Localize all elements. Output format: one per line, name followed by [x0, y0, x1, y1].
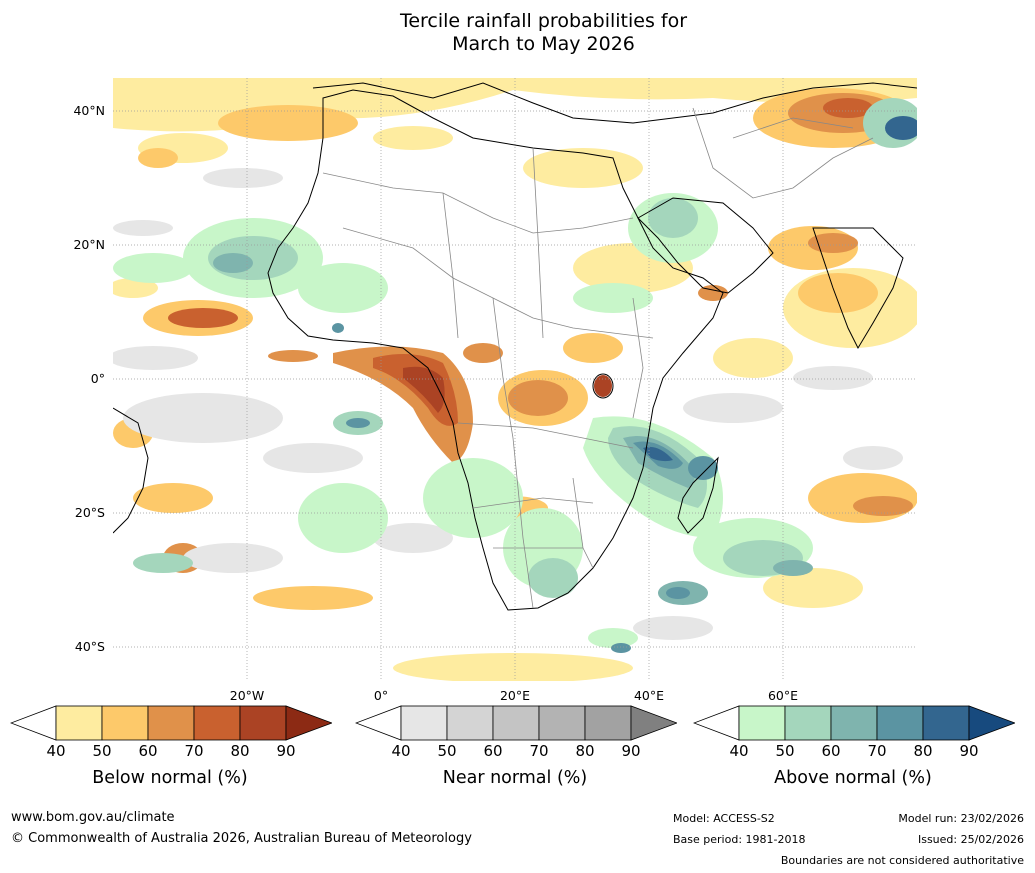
colorbar-tick-label: 70: [867, 742, 887, 760]
colorbar-label-below: Below normal (%): [92, 768, 248, 788]
lat-label-20s: 20°S: [74, 505, 105, 520]
colorbar-near-normal: [355, 705, 677, 741]
colorbar-swatch: [55, 705, 103, 741]
footer-issued: Issued: 25/02/2026: [917, 833, 1024, 846]
footer-model-run: Model run: 23/02/2026: [898, 812, 1024, 825]
colorbar-swatch: [584, 705, 632, 741]
map-title: Tercile rainfall probabilities for March…: [0, 10, 1035, 56]
footer-base-period: Base period: 1981-2018: [673, 833, 806, 846]
colorbar-tick-label: 90: [959, 742, 979, 760]
colorbar-tick-label: 60: [483, 742, 503, 760]
footer-model: Model: ACCESS-S2: [673, 812, 775, 825]
colorbar-swatch: [400, 705, 448, 741]
lat-label-40n: 40°N: [73, 103, 105, 118]
colorbar-tick-label: 80: [230, 742, 250, 760]
colorbar-swatch: [738, 705, 786, 741]
colorbar-tick-label: 60: [138, 742, 158, 760]
colorbar-tick-label: 50: [437, 742, 457, 760]
colorbar-swatch: [239, 705, 287, 741]
colorbar-swatch: [830, 705, 878, 741]
title-line-2: March to May 2026: [452, 33, 635, 55]
colorbar-label-near: Near normal (%): [442, 768, 588, 788]
colorbar-extend-high: [630, 705, 677, 741]
colorbar-extend-high: [968, 705, 1015, 741]
colorbar-tick-label: 50: [775, 742, 795, 760]
country-borders: [322, 107, 874, 609]
gridlines: [113, 78, 917, 681]
lat-label-40s: 40°S: [74, 639, 105, 654]
colorbar-tick-label: 60: [821, 742, 841, 760]
colorbar-tick-label: 50: [92, 742, 112, 760]
colorbar-below-normal: [10, 705, 332, 741]
colorbar-swatch: [101, 705, 149, 741]
colorbar-tick-label: 40: [729, 742, 749, 760]
title-line-1: Tercile rainfall probabilities for: [399, 10, 688, 32]
probability-map: [113, 78, 917, 681]
lon-label-20w: 20°W: [229, 688, 265, 703]
colorbar-extend-low: [693, 705, 740, 741]
footer-copyright: © Commonwealth of Australia 2026, Austra…: [11, 831, 472, 846]
colorbar-label-above: Above normal (%): [774, 768, 932, 788]
colorbar-tick-label: 70: [529, 742, 549, 760]
colorbar-swatch: [147, 705, 195, 741]
lon-label-60e: 60°E: [767, 688, 799, 703]
footer-website[interactable]: www.bom.gov.au/climate: [11, 810, 175, 825]
above-normal-areas: [113, 98, 917, 653]
colorbar-swatch: [922, 705, 970, 741]
coastlines: [113, 82, 917, 611]
colorbar-tick-label: 70: [184, 742, 204, 760]
map-canvas: [113, 78, 917, 681]
colorbar-tick-label: 40: [391, 742, 411, 760]
colorbar-tick-label: 80: [575, 742, 595, 760]
colorbar-extend-low: [10, 705, 57, 741]
lon-label-40e: 40°E: [633, 688, 665, 703]
colorbar-tick-label: 90: [276, 742, 296, 760]
colorbar-above-normal: [693, 705, 1015, 741]
colorbar-tick-label: 80: [913, 742, 933, 760]
colorbar-extend-high: [285, 705, 332, 741]
lat-label-20n: 20°N: [73, 237, 105, 252]
colorbar-tick-label: 90: [621, 742, 641, 760]
colorbar-tick-label: 40: [46, 742, 66, 760]
colorbar-swatch: [193, 705, 241, 741]
lon-label-0: 0°: [373, 688, 389, 703]
colorbar-extend-low: [355, 705, 402, 741]
lon-label-20e: 20°E: [499, 688, 531, 703]
colorbar-swatch: [784, 705, 832, 741]
colorbar-swatch: [446, 705, 494, 741]
colorbar-swatch: [492, 705, 540, 741]
footer-disclaimer: Boundaries are not considered authoritat…: [780, 854, 1024, 867]
lat-label-equator: 0°: [90, 371, 105, 386]
colorbar-swatch: [876, 705, 924, 741]
colorbar-swatch: [538, 705, 586, 741]
near-normal-areas: [113, 168, 903, 640]
